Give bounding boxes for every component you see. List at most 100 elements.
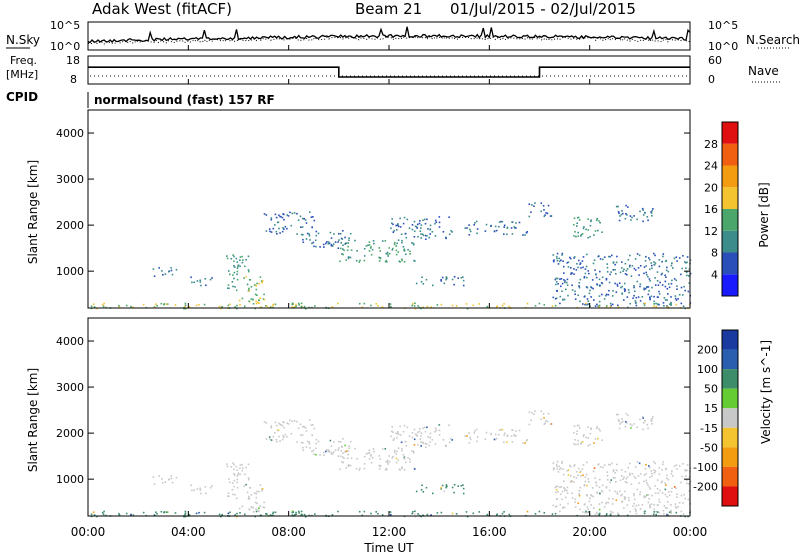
velocity-point (280, 423, 282, 426)
power-point (621, 267, 623, 269)
velocity-point (448, 441, 451, 444)
velocity-point (233, 474, 236, 476)
velocity-point (472, 512, 475, 515)
velocity-point (426, 443, 428, 445)
velocity-point (390, 514, 392, 516)
power-point (590, 296, 592, 298)
power-point (347, 245, 349, 248)
power-point (590, 286, 593, 289)
velocity-point (199, 487, 201, 490)
velocity-point (403, 458, 406, 460)
velocity-point (278, 422, 280, 425)
velocity-point (576, 430, 578, 432)
power-point (508, 305, 511, 308)
power-point (675, 303, 678, 306)
velocity-point (559, 486, 561, 488)
velocity-point (653, 513, 655, 516)
velocity-point (341, 446, 344, 448)
power-point (419, 220, 421, 222)
velocity-point (656, 504, 659, 506)
velocity-point (312, 449, 315, 452)
power-point (392, 247, 394, 250)
power-point (609, 305, 612, 308)
xtick-label: 00:00 (71, 525, 106, 539)
power-point (184, 305, 186, 308)
velocity-point (558, 465, 560, 468)
power-point (589, 235, 591, 238)
velocity-point (636, 488, 639, 491)
velocity-point (337, 455, 340, 457)
velocity-point (567, 502, 569, 505)
velocity-point (330, 445, 333, 447)
velocity-point (628, 499, 630, 502)
velocity-point (611, 511, 614, 514)
velocity-point (561, 460, 564, 463)
velocity-point (605, 485, 608, 488)
velocity-point (534, 513, 537, 515)
x-axis-ticks: 00:00 04:00 08:00 12:00 16:00 20:00 00:00 (71, 45, 707, 539)
velocity-point (204, 486, 207, 488)
power-point (236, 273, 238, 276)
power-point (687, 290, 690, 293)
cpid-program: normalsound (fast) 157 RF (94, 93, 275, 107)
power-point (598, 220, 600, 222)
power-point (393, 241, 396, 244)
power-point (684, 289, 686, 292)
velocity-point (511, 441, 514, 443)
power-point (624, 290, 626, 292)
velocity-point (552, 468, 555, 470)
velocity-point (419, 428, 421, 430)
velocity-point (445, 484, 448, 486)
velocity-point (298, 512, 300, 514)
velocity-point (312, 424, 314, 426)
velocity-point (642, 417, 644, 419)
power-point (385, 259, 388, 262)
power-point (408, 227, 411, 229)
velocity-point (239, 467, 241, 469)
power-point (645, 265, 647, 267)
velocity-point (593, 507, 595, 509)
power-point (378, 247, 381, 249)
velocity-point (630, 427, 632, 429)
power-point (279, 215, 281, 218)
velocity-point (393, 449, 396, 452)
velocity-point (639, 418, 641, 421)
power-point (426, 305, 429, 308)
velocity-point (239, 473, 241, 476)
power-point (576, 216, 579, 219)
power-point (370, 253, 373, 256)
velocity-point (446, 485, 448, 488)
velocity-point (469, 438, 472, 441)
power-point (327, 243, 330, 245)
power-point (239, 256, 242, 258)
velocity-point (573, 465, 575, 467)
power-point (650, 212, 653, 214)
power-point (670, 302, 672, 305)
power-point (388, 252, 391, 255)
power-point (311, 226, 313, 229)
velocity-point (661, 468, 663, 471)
velocity-point (633, 423, 635, 425)
velocity-point (327, 449, 330, 451)
power-point (248, 279, 251, 281)
power-point (238, 299, 241, 302)
power-point (515, 222, 517, 224)
power-point (575, 269, 578, 271)
power-point (637, 267, 640, 269)
power-point (414, 225, 417, 228)
velocity-point (583, 434, 585, 436)
power-point (615, 273, 617, 275)
power-point (450, 229, 452, 232)
velocity-point (393, 437, 395, 440)
velocity-point (660, 481, 663, 484)
power-point (643, 266, 646, 268)
velocity-point (627, 514, 629, 517)
velocity-point (562, 507, 564, 509)
power-point (420, 227, 422, 229)
velocity-point (311, 450, 313, 453)
velocity-point (622, 420, 624, 423)
velocity-point (630, 483, 633, 485)
power-point (407, 248, 409, 251)
power-point (556, 260, 559, 262)
